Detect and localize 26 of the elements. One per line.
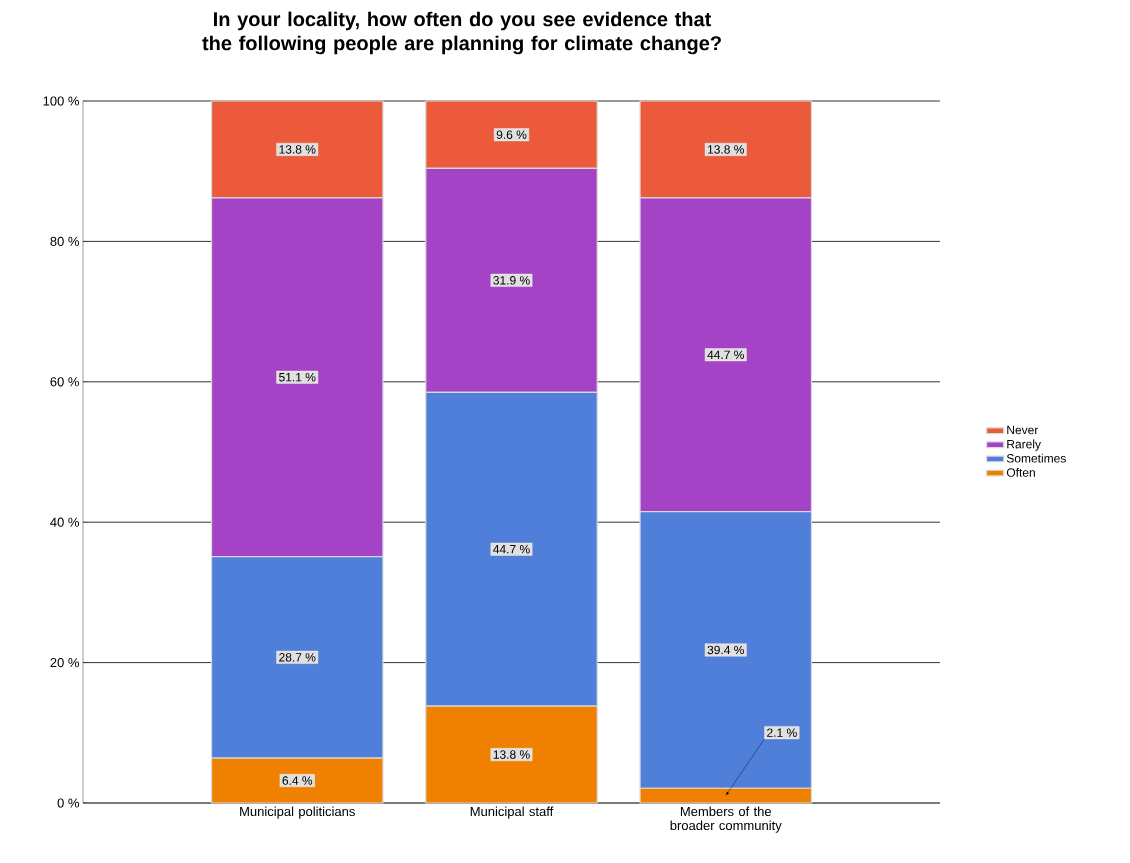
- x-tick-label: Municipal staff: [470, 806, 554, 819]
- legend-label: Never: [1007, 425, 1039, 435]
- y-tick-label: 100 %: [43, 96, 79, 106]
- data-label: 2.1 %: [767, 728, 797, 737]
- legend-label: Often: [1006, 467, 1035, 477]
- y-tick-label: 40 %: [50, 517, 79, 527]
- data-label: 13.8 %: [707, 145, 744, 154]
- data-label: 39.4 %: [707, 645, 744, 655]
- data-label: 31.9 %: [493, 276, 530, 285]
- x-tick-label: Members of the broader community: [670, 806, 782, 833]
- y-tick-label: 60 %: [50, 377, 79, 387]
- data-label: 28.7 %: [279, 653, 316, 662]
- data-label: 9.6 %: [496, 130, 527, 139]
- chart-title: In your locality, how often do you see evidence that the following people are planning for climate change?: [202, 11, 721, 55]
- data-label: 44.7 %: [707, 350, 744, 359]
- data-label: 51.1 %: [279, 373, 316, 382]
- y-tick-label: 0 %: [57, 798, 79, 808]
- x-tick-label: Municipal politicians: [240, 806, 355, 819]
- data-label: 44.7 %: [493, 545, 530, 554]
- y-tick-label: 80 %: [50, 236, 79, 246]
- data-label: 13.8 %: [493, 750, 530, 759]
- y-tick-label: 20 %: [50, 657, 79, 668]
- data-label: 13.8 %: [279, 145, 316, 154]
- legend-label: Rarely: [1007, 439, 1041, 451]
- data-label: 6.4 %: [282, 776, 313, 785]
- legend-label: Sometimes: [1006, 453, 1066, 463]
